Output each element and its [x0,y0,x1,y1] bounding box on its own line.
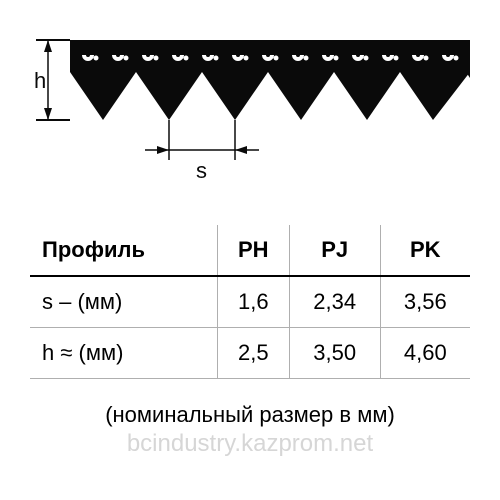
cell: 2,5 [217,328,289,379]
cell: 3,56 [380,276,470,328]
cell: h ≈ (мм) [30,328,217,379]
footnote: (номинальный размер в мм) [0,402,500,428]
watermark: bcindustry.kazprom.net [0,430,500,458]
cell: s – (мм) [30,276,217,328]
col-ph: PH [217,225,289,276]
table-row: s – (мм) 1,6 2,34 3,56 [30,276,470,328]
col-pk: PK [380,225,470,276]
belt-ribs [70,72,470,120]
spec-table-area: Профиль PH PJ PK s – (мм) 1,6 2,34 3,56 … [30,225,470,379]
h-label: h [34,68,46,93]
spec-table: Профиль PH PJ PK s – (мм) 1,6 2,34 3,56 … [30,225,470,379]
cell: 1,6 [217,276,289,328]
cell: 2,34 [289,276,380,328]
s-dimension: s [145,120,259,183]
table-header-row: Профиль PH PJ PK [30,225,470,276]
cell: 4,60 [380,328,470,379]
belt-diagram: h [30,20,470,190]
h-dimension: h [34,40,70,120]
col-pj: PJ [289,225,380,276]
belt-svg: h [30,20,470,190]
table-row: h ≈ (мм) 2,5 3,50 4,60 [30,328,470,379]
cell: 3,50 [289,328,380,379]
col-profile: Профиль [30,225,217,276]
s-label: s [196,158,207,183]
